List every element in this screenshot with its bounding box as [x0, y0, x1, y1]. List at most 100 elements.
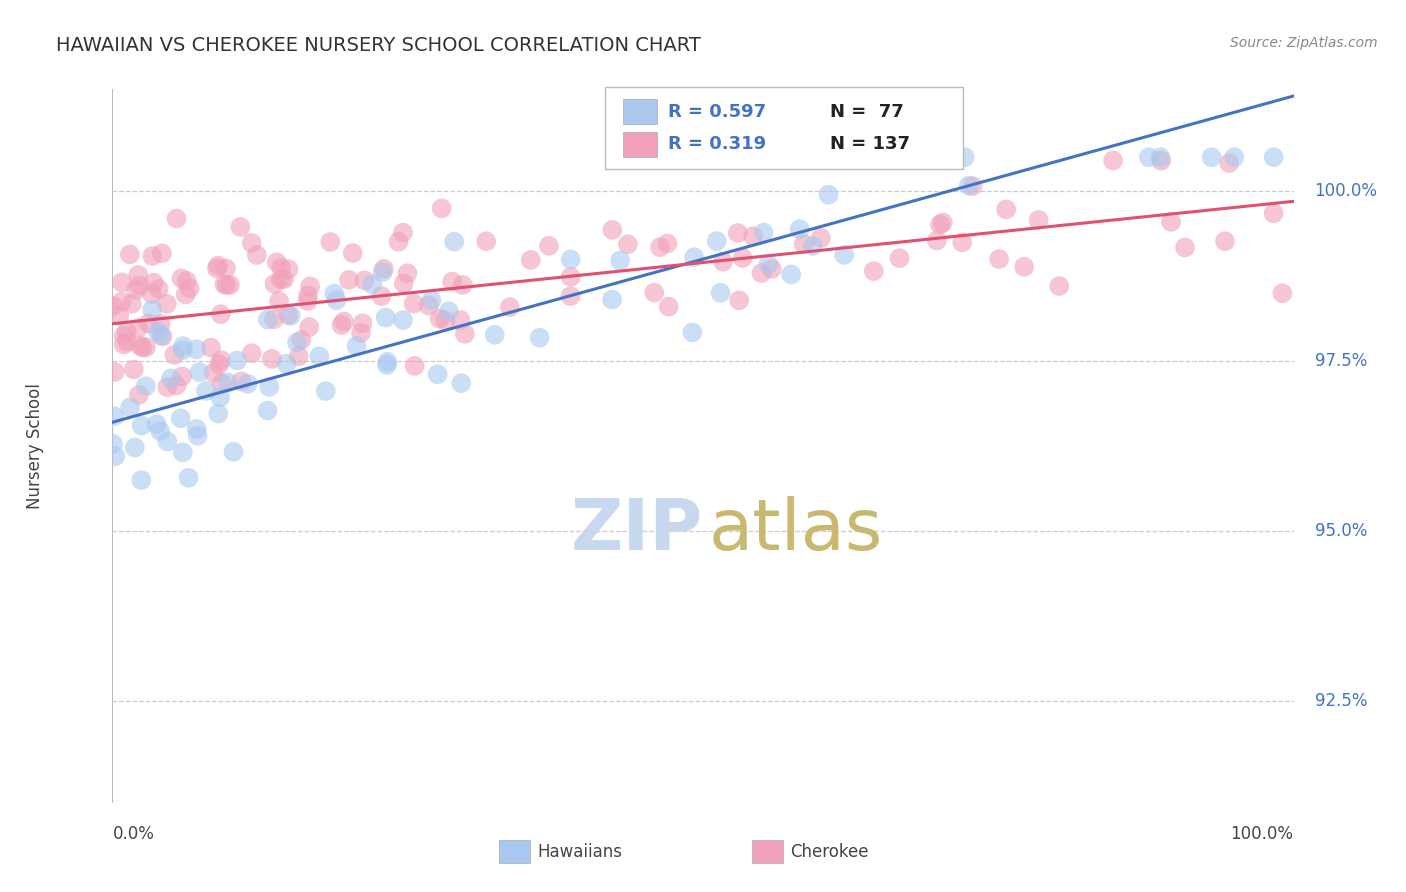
Point — [299, 279, 322, 293]
Text: HAWAIIAN VS CHEROKEE NURSERY SCHOOL CORRELATION CHART: HAWAIIAN VS CHEROKEE NURSERY SCHOOL CORR… — [56, 36, 702, 54]
Point — [337, 273, 360, 287]
Point — [141, 287, 163, 301]
Point — [377, 355, 399, 369]
Point — [308, 349, 330, 363]
Text: 100.0%: 100.0% — [1315, 182, 1378, 200]
Point — [350, 326, 373, 340]
Point — [810, 231, 832, 245]
Point — [110, 294, 132, 309]
Point — [430, 202, 453, 216]
Point — [925, 234, 948, 248]
Point — [104, 449, 127, 463]
Point — [1160, 215, 1182, 229]
Point — [789, 222, 811, 236]
Point — [560, 269, 582, 284]
Point — [426, 368, 449, 382]
Point — [145, 417, 167, 431]
Point — [832, 248, 855, 262]
Point — [418, 298, 440, 312]
Point — [207, 407, 229, 421]
Point — [929, 218, 952, 232]
Point — [1137, 150, 1160, 164]
Point — [170, 271, 193, 285]
Point — [226, 353, 249, 368]
Point — [392, 277, 415, 291]
Point — [353, 273, 375, 287]
Point — [560, 252, 582, 267]
Point — [404, 359, 426, 373]
Point — [160, 371, 183, 385]
Point — [122, 362, 145, 376]
Point — [150, 246, 173, 260]
Point — [1213, 234, 1236, 248]
Text: Cherokee: Cherokee — [790, 843, 869, 861]
Point — [298, 320, 321, 334]
Point — [1150, 153, 1173, 168]
Point — [450, 376, 472, 391]
Point — [1102, 153, 1125, 168]
Point — [270, 260, 292, 275]
Point — [706, 234, 728, 248]
Text: Nursery School: Nursery School — [27, 383, 44, 509]
Point — [170, 411, 193, 425]
Point — [263, 312, 285, 326]
Point — [179, 281, 201, 295]
Point — [195, 384, 218, 398]
Text: atlas: atlas — [709, 497, 883, 566]
Point — [149, 424, 172, 438]
Point — [402, 296, 425, 310]
Point — [101, 436, 124, 450]
Point — [346, 339, 368, 353]
Point — [141, 302, 163, 317]
Text: R = 0.597: R = 0.597 — [668, 103, 766, 120]
Point — [285, 335, 308, 350]
Point — [214, 277, 236, 292]
Point — [142, 276, 165, 290]
Point — [450, 313, 472, 327]
Point — [420, 293, 443, 307]
Point — [752, 226, 775, 240]
Point — [793, 236, 815, 251]
Text: 97.5%: 97.5% — [1315, 352, 1367, 370]
Point — [315, 384, 337, 398]
Point — [256, 403, 278, 417]
Point — [177, 471, 200, 485]
Point — [780, 268, 803, 282]
Point — [202, 366, 225, 380]
Point — [751, 266, 773, 280]
Point — [437, 304, 460, 318]
Point — [950, 235, 973, 250]
Point — [325, 293, 347, 307]
Point — [374, 310, 396, 325]
Point — [361, 277, 384, 292]
Point — [988, 252, 1011, 266]
Point — [277, 308, 299, 322]
Point — [209, 353, 232, 368]
Point — [995, 202, 1018, 217]
Point — [211, 376, 233, 391]
Point — [217, 376, 239, 390]
Point — [117, 334, 139, 349]
Point — [125, 283, 148, 297]
Point — [229, 219, 252, 234]
Point — [156, 380, 179, 394]
Point — [219, 277, 242, 292]
Point — [709, 285, 731, 300]
Point — [276, 357, 298, 371]
Point — [319, 235, 342, 249]
Point — [277, 262, 299, 277]
Point — [172, 339, 194, 353]
Point — [387, 235, 409, 249]
Point — [186, 422, 208, 436]
Point — [475, 235, 498, 249]
Point — [499, 300, 522, 314]
Point — [152, 329, 174, 343]
Point — [188, 365, 211, 379]
Point — [371, 265, 394, 279]
Point — [104, 365, 127, 379]
Text: 100.0%: 100.0% — [1230, 825, 1294, 843]
Point — [451, 277, 474, 292]
Point — [290, 333, 312, 347]
Point — [323, 286, 346, 301]
Point — [150, 328, 173, 343]
